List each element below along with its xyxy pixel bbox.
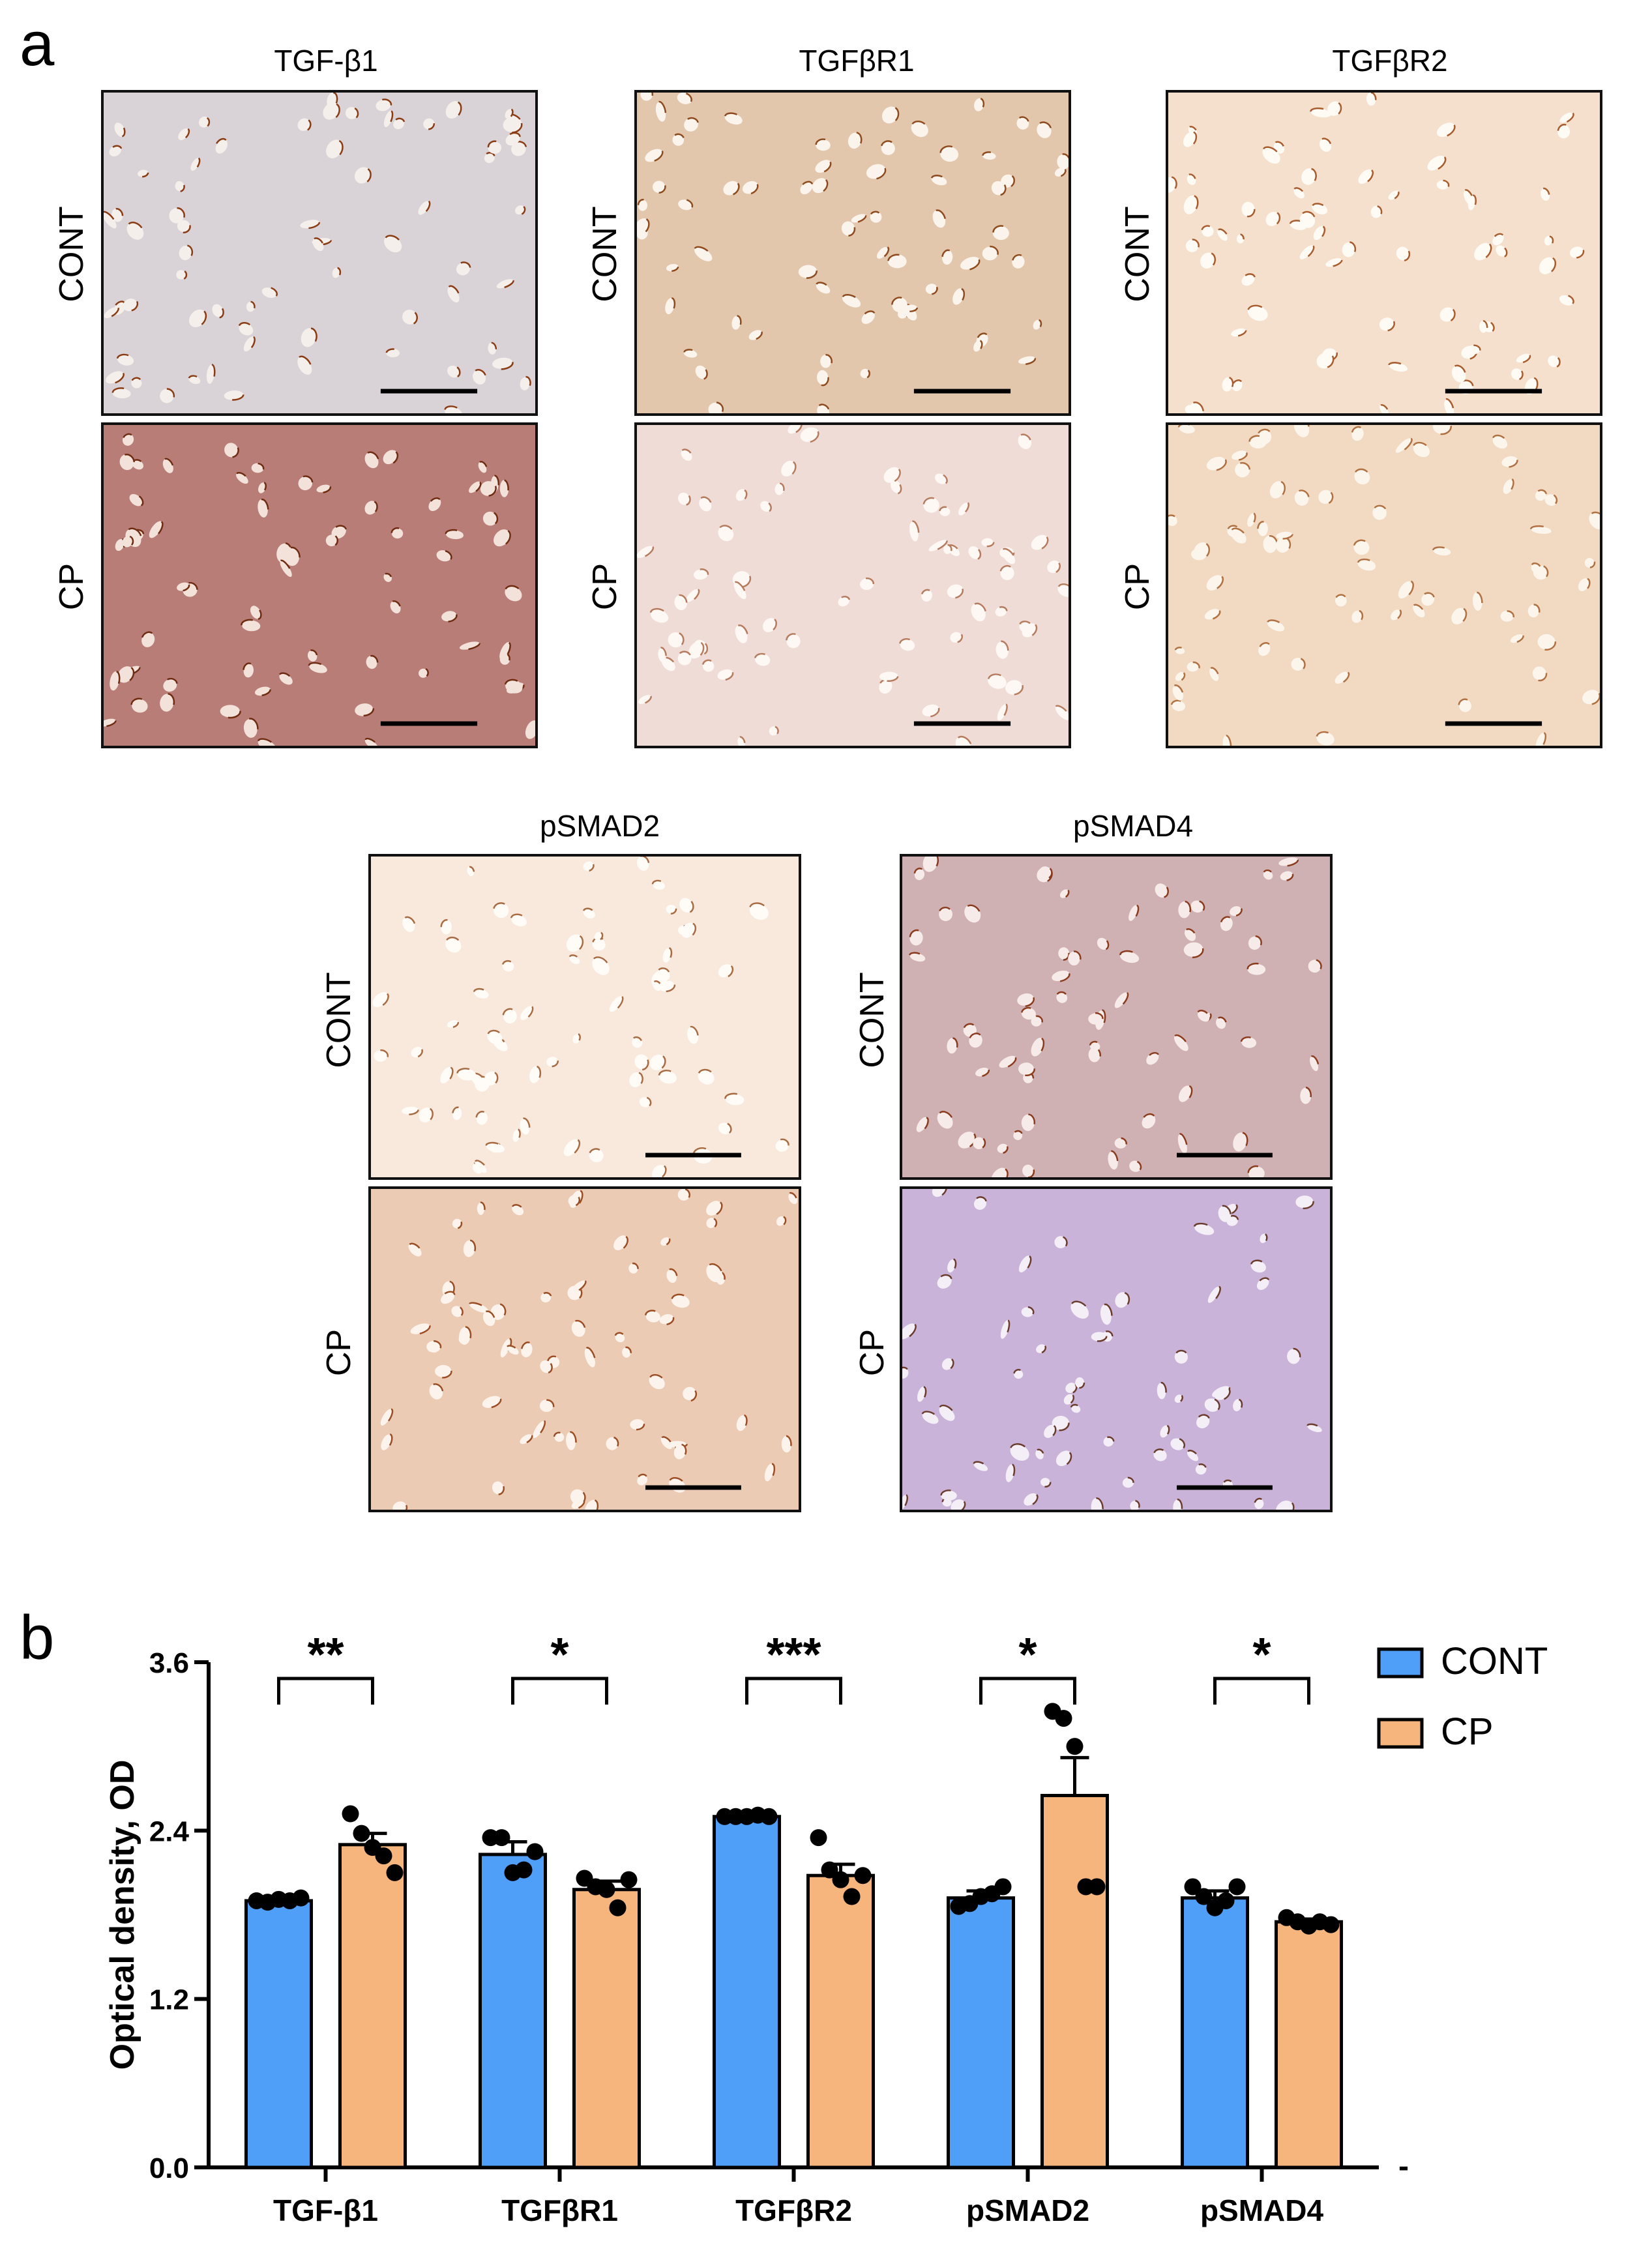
data-point: [994, 1878, 1012, 1896]
panel-b-label: b: [20, 1603, 55, 1673]
bar: [244, 1899, 313, 2169]
bar: [1275, 1920, 1343, 2169]
y-tick-label: 1.2: [149, 1984, 189, 2016]
x-tick-label: TGFβR2: [735, 2193, 852, 2227]
y-tick-label: 2.4: [149, 1815, 190, 1847]
significance-bracket: [1213, 1677, 1310, 1705]
y-tick-label: 3.6: [149, 1647, 189, 1679]
axis-end-mark: -: [1398, 2149, 1409, 2184]
legend-label: CONT: [1441, 1640, 1548, 1682]
panel-a-label: a: [20, 9, 55, 79]
micrograph-tgfbr1-cp: [634, 422, 1071, 748]
significance-bracket: [511, 1677, 608, 1705]
data-point: [821, 1861, 838, 1879]
data-point: [353, 1825, 370, 1842]
row-label-cont-2: CONT: [586, 206, 624, 302]
data-point: [386, 1864, 404, 1881]
y-tick-label: 0.0: [149, 2152, 189, 2184]
data-point: [1088, 1878, 1106, 1896]
row-label-cont-1: CONT: [53, 206, 91, 302]
data-point: [1055, 1710, 1072, 1727]
data-point: [292, 1889, 310, 1907]
significance-label: *: [1252, 1629, 1271, 1681]
bar: [806, 1873, 875, 2169]
micrograph-tgfb1-cp: [101, 422, 538, 748]
legend-label: CP: [1441, 1710, 1494, 1753]
micrograph-tgfbr2-cp: [1166, 422, 1602, 748]
data-point: [493, 1829, 510, 1847]
data-point: [515, 1861, 533, 1879]
significance-label: **: [307, 1629, 344, 1681]
row-label-cp-5: CP: [853, 1328, 891, 1377]
bar: [1040, 1794, 1109, 2169]
bar: [479, 1853, 547, 2169]
column-title-psmad4: pSMAD4: [1072, 809, 1194, 843]
significance-bracket: [745, 1677, 842, 1705]
data-point: [1228, 1878, 1246, 1896]
significance-label: *: [550, 1629, 568, 1681]
micrograph-tgfbr1-cont: [634, 90, 1071, 416]
data-point: [760, 1808, 778, 1825]
data-point: [810, 1829, 827, 1847]
row-label-cp-1: CP: [53, 563, 91, 611]
significance-bracket: [277, 1677, 374, 1705]
column-title-tgfbr2: TGFβR2: [1332, 44, 1448, 78]
x-tick-label: TGFβR1: [501, 2193, 618, 2227]
x-tick-label: pSMAD4: [1200, 2193, 1324, 2227]
row-label-cp-3: CP: [1119, 563, 1157, 611]
significance-bracket: [979, 1677, 1076, 1705]
data-point: [843, 1888, 861, 1905]
micrograph-tgfb1-cont: [101, 90, 538, 416]
bar: [338, 1843, 407, 2169]
data-point: [526, 1843, 544, 1860]
bar: [1181, 1896, 1249, 2169]
micrograph-psmad4-cont: [900, 854, 1333, 1180]
data-point: [598, 1881, 615, 1898]
column-title-tgfb1: TGF-β1: [274, 44, 378, 78]
significance-label: *: [1018, 1629, 1037, 1681]
column-title-psmad2: pSMAD2: [539, 809, 660, 843]
row-label-cont-4: CONT: [320, 972, 358, 1068]
row-label-cont-5: CONT: [853, 972, 891, 1068]
row-label-cont-3: CONT: [1119, 206, 1157, 302]
data-point: [832, 1871, 849, 1888]
significance-label: ***: [766, 1629, 821, 1681]
bar: [947, 1896, 1015, 2169]
data-point: [620, 1871, 638, 1888]
x-tick-label: TGF-β1: [273, 2193, 378, 2227]
data-point: [609, 1899, 627, 1916]
legend-swatch: [1377, 1718, 1424, 1749]
micrograph-psmad2-cp: [368, 1186, 801, 1512]
bar: [713, 1815, 781, 2169]
x-tick-label: pSMAD2: [966, 2193, 1089, 2227]
data-point: [1322, 1916, 1340, 1933]
column-title-tgfbr1: TGFβR1: [799, 44, 915, 78]
y-axis-label: Optical density, OD: [104, 1760, 141, 2070]
row-label-cp-4: CP: [320, 1328, 358, 1377]
data-point: [1066, 1738, 1084, 1755]
data-point: [1217, 1892, 1235, 1909]
micrograph-tgfbr2-cont: [1166, 90, 1602, 416]
data-point: [342, 1805, 359, 1823]
bar: [572, 1888, 641, 2169]
micrograph-psmad4-cp: [900, 1186, 1333, 1512]
data-point: [375, 1847, 392, 1865]
data-point: [1195, 1888, 1213, 1905]
data-point: [854, 1867, 872, 1884]
micrograph-psmad2-cont: [368, 854, 801, 1180]
data-point: [1184, 1878, 1202, 1896]
row-label-cp-2: CP: [586, 563, 624, 611]
legend-swatch: [1377, 1647, 1424, 1679]
